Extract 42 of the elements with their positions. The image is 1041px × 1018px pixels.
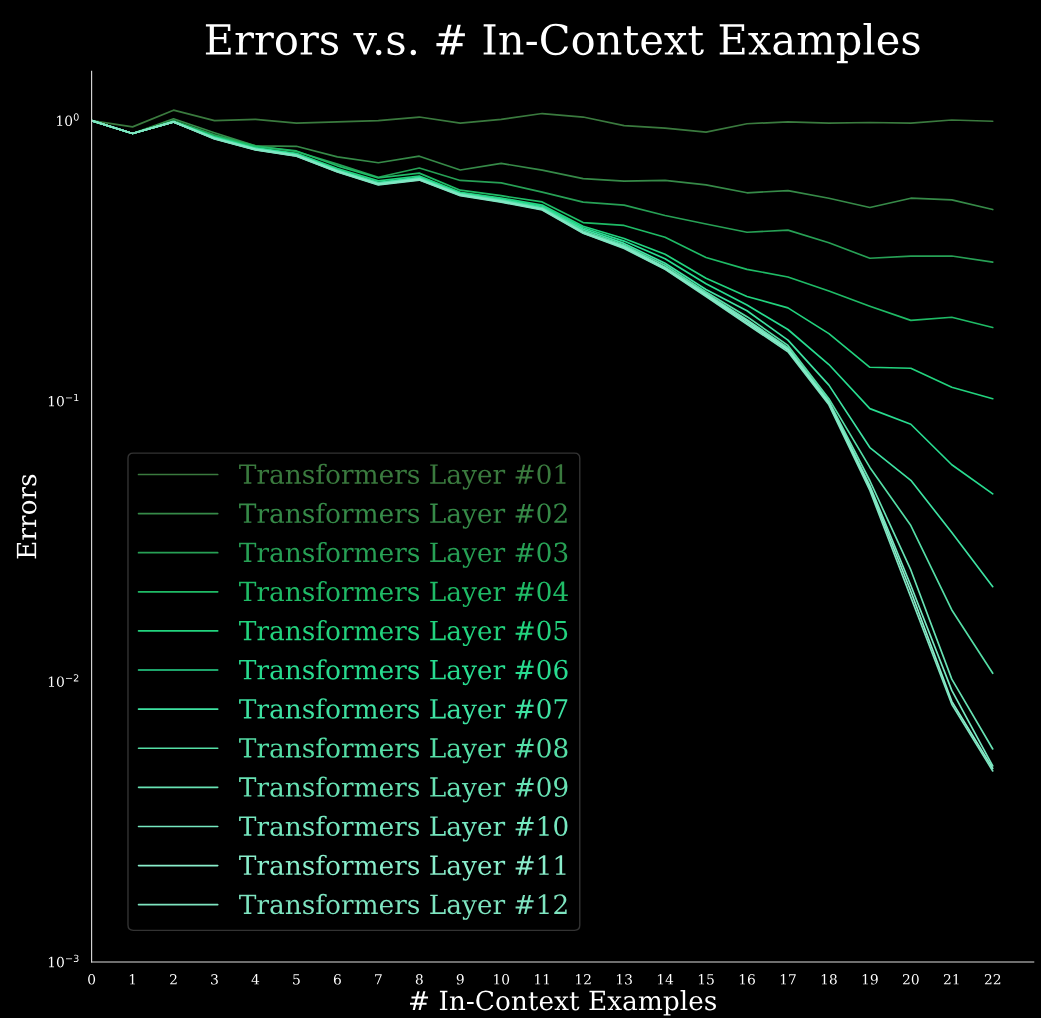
x-tick-label: 16 xyxy=(739,974,755,985)
x-tick-label: 7 xyxy=(375,974,382,985)
y-tick-label: 10$^{0}$ xyxy=(57,113,79,127)
x-tick-label: 1 xyxy=(129,974,136,985)
legend-label: Transformers Layer #05 xyxy=(239,620,568,647)
y-tick-label: 10$^{−1}$ xyxy=(48,393,79,407)
x-tick-label: 19 xyxy=(862,974,878,985)
x-tick-label: 6 xyxy=(333,974,341,985)
x-tick-label: 9 xyxy=(456,974,464,985)
x-tick-label: 0 xyxy=(88,974,96,985)
x-tick-label: 12 xyxy=(576,974,591,985)
x-axis-title: # In-Context Examples xyxy=(409,990,716,1016)
x-tick-label: 2 xyxy=(170,974,177,985)
y-axis-title: Errors xyxy=(16,474,37,559)
x-tick-label: 20 xyxy=(902,974,919,985)
legend-label: Transformers Layer #11 xyxy=(239,854,566,881)
x-tick-label: 13 xyxy=(616,974,632,985)
legend-label: Transformers Layer #04 xyxy=(239,581,568,607)
x-tick-label: 15 xyxy=(698,974,714,985)
x-tick-label: 5 xyxy=(293,974,300,985)
x-tick-label: 18 xyxy=(821,974,837,985)
legend-label: Transformers Layer #03 xyxy=(239,541,568,568)
x-tick-label: 11 xyxy=(535,974,550,985)
legend-label: Transformers Layer #08 xyxy=(239,737,568,764)
x-tick-label: 21 xyxy=(943,974,959,985)
legend-label: Transformers Layer #06 xyxy=(239,659,568,686)
legend-label: Transformers Layer #07 xyxy=(239,698,568,725)
x-tick-label: 17 xyxy=(780,974,796,985)
x-tick-label: 8 xyxy=(415,974,423,985)
x-tick-label: 10 xyxy=(494,974,510,985)
y-tick-label: 10$^{−3}$ xyxy=(48,954,79,968)
legend-label: Transformers Layer #12 xyxy=(239,893,567,920)
legend-label: Transformers Layer #02 xyxy=(239,502,567,529)
legend-label: Transformers Layer #09 xyxy=(239,776,568,803)
x-tick-label: 14 xyxy=(657,974,674,985)
legend-label: Transformers Layer #10 xyxy=(239,815,568,842)
legend-label: Transformers Layer #01 xyxy=(239,463,566,490)
x-tick-label: 4 xyxy=(251,974,260,985)
x-tick-label: 22 xyxy=(984,974,1001,985)
y-tick-label: 10$^{−2}$ xyxy=(48,674,79,687)
x-tick-label: 3 xyxy=(211,974,218,985)
chart-title: Errors v.s. # In-Context Examples xyxy=(205,22,920,64)
